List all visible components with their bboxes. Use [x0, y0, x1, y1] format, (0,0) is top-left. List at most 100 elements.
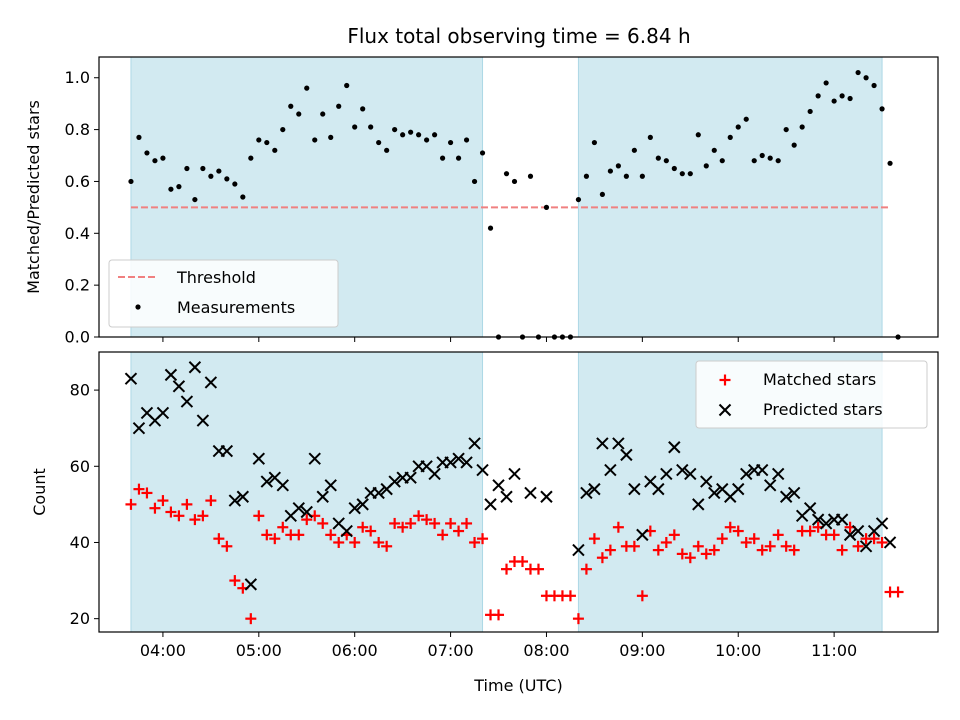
x-tick-label-0: 04:00 — [140, 641, 186, 660]
legend-matched-label: Matched stars — [763, 370, 876, 389]
matched-point-32 — [381, 540, 393, 552]
top-shaded-interval-1 — [577, 56, 883, 338]
measurement-point-95 — [887, 160, 893, 166]
predicted-point-23 — [308, 452, 321, 465]
measurement-point-42 — [463, 137, 470, 143]
matched-point-30 — [365, 525, 377, 537]
matched-point-94 — [876, 536, 888, 548]
matched-point-64 — [636, 590, 648, 602]
measurement-point-90 — [847, 95, 853, 102]
predicted-point-0 — [124, 372, 138, 385]
x-tick-label-3: 07:00 — [428, 641, 474, 660]
matched-point-63 — [628, 540, 640, 552]
matched-point-78 — [748, 533, 760, 545]
measurement-point-19 — [280, 126, 286, 133]
measurement-point-6 — [176, 184, 182, 190]
measurement-point-38 — [432, 132, 438, 138]
matched-point-29 — [357, 521, 369, 533]
top-y-tick-label-5: 1.0 — [65, 68, 90, 87]
measurement-point-36 — [416, 132, 422, 138]
bottom-legend-box — [695, 360, 928, 429]
predicted-point-48 — [508, 467, 521, 481]
top-y-ticks: 0.0 0.2 0.4 0.6 0.8 1.0 — [65, 68, 99, 347]
top-y-tick-label-2: 0.4 — [65, 224, 90, 243]
predicted-point-86 — [851, 524, 865, 538]
measurement-point-30 — [368, 124, 374, 130]
measurement-point-82 — [783, 126, 789, 133]
matched-point-42 — [461, 517, 473, 529]
matched-point-39 — [437, 529, 449, 541]
matched-point-11 — [213, 533, 225, 545]
matched-point-21 — [293, 529, 305, 541]
measurement-point-61 — [615, 163, 621, 169]
x-tick-label-7: 11:00 — [811, 641, 857, 660]
matched-point-44 — [477, 533, 489, 545]
measurement-point-94 — [879, 106, 885, 112]
measurement-point-10 — [208, 173, 214, 179]
measurement-point-21 — [296, 111, 302, 117]
matched-point-60 — [604, 544, 616, 556]
predicted-point-28 — [348, 501, 361, 515]
legend-threshold-label: Threshold — [176, 268, 256, 287]
matched-point-12 — [221, 540, 233, 552]
matched-point-35 — [405, 517, 417, 529]
predicted-point-72 — [740, 467, 753, 481]
predicted-point-67 — [700, 475, 713, 488]
measurement-point-8 — [192, 196, 198, 203]
legend-matched-marker — [719, 374, 731, 386]
measurement-point-48 — [511, 178, 518, 185]
matched-point-15 — [245, 613, 257, 625]
measurement-point-14 — [240, 194, 246, 200]
measurement-point-3 — [152, 158, 158, 164]
predicted-point-19 — [276, 479, 289, 492]
predicted-point-38 — [428, 467, 441, 481]
measurement-point-70 — [687, 171, 693, 177]
measurement-point-43 — [471, 178, 478, 185]
matched-point-61 — [612, 521, 624, 533]
matched-point-33 — [389, 517, 401, 529]
matched-point-22 — [301, 514, 313, 526]
measurement-point-79 — [759, 152, 765, 159]
measurement-point-92 — [863, 75, 869, 81]
bottom-x-ticks: 04:00 05:00 06:00 07:00 08:00 09:00 10:00 11:00 — [140, 632, 857, 660]
measurement-point-56 — [575, 196, 582, 203]
matched-point-2 — [141, 487, 153, 499]
measurement-point-15 — [248, 155, 254, 161]
predicted-point-77 — [779, 490, 793, 503]
predicted-point-51 — [572, 543, 585, 557]
predicted-point-21 — [292, 501, 305, 515]
measurement-point-87 — [823, 80, 829, 86]
measurement-point-22 — [304, 85, 310, 91]
legend-measurements-swatch — [135, 304, 141, 310]
top-x-ticks — [162, 337, 835, 342]
measurement-point-31 — [376, 139, 382, 146]
predicted-point-9 — [196, 414, 210, 427]
top-y-tick-label-0: 0.0 — [65, 328, 90, 347]
measurement-point-57 — [583, 173, 590, 179]
legend-matched-swatch — [719, 374, 731, 386]
predicted-point-84 — [835, 513, 849, 526]
measurement-point-86 — [815, 93, 821, 99]
matched-point-82 — [780, 540, 792, 552]
measurement-point-5 — [168, 186, 174, 192]
measurement-point-68 — [671, 165, 677, 172]
predicted-point-89 — [875, 517, 889, 530]
predicted-point-61 — [652, 482, 665, 496]
matched-point-80 — [764, 540, 776, 552]
predicted-point-45 — [484, 498, 497, 511]
measurement-point-35 — [408, 129, 414, 135]
predicted-point-27 — [340, 524, 353, 538]
measurement-point-44 — [479, 150, 486, 156]
measurement-point-18 — [272, 147, 278, 153]
measurement-point-88 — [831, 98, 837, 104]
x-tick-label-5: 09:00 — [619, 641, 665, 660]
matched-point-17 — [261, 529, 273, 541]
measurement-point-23 — [312, 137, 318, 143]
measurement-point-32 — [384, 147, 390, 153]
predicted-point-54 — [596, 437, 609, 450]
predicted-point-25 — [324, 479, 337, 492]
matched-point-55 — [564, 590, 576, 602]
predicted-point-14 — [236, 490, 250, 503]
measurement-point-12 — [224, 176, 230, 182]
predicted-point-68 — [708, 486, 721, 500]
